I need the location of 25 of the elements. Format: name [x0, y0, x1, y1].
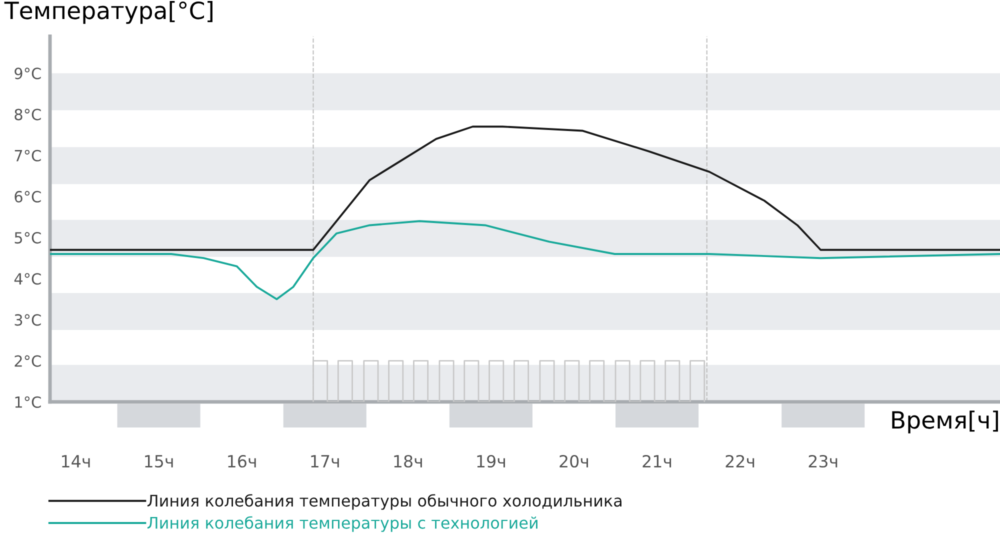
text: Линия колебания температуры с технологией — [147, 516, 538, 532]
x-axis-title: Время[ч] — [892, 410, 998, 434]
y-tick-label: 4°C — [14, 273, 41, 285]
y-tick-label: 8°C — [14, 108, 41, 120]
x-tick-label: 21ч — [642, 454, 672, 468]
x-tick-label: 23ч — [808, 454, 838, 468]
x-tick-label: 22ч — [726, 454, 754, 468]
x-tick-label: 14ч — [62, 455, 90, 468]
y-tick-label: 6°C — [14, 190, 41, 202]
y-tick-label: 7°C — [14, 150, 41, 162]
line-series — [50, 220, 1000, 300]
y-axis-title: Температура[°C] — [4, 1, 212, 24]
text: Линия колебания температуры обычного холодильника — [147, 494, 622, 510]
y-tick-label: 1°C — [15, 396, 41, 408]
x-tick-label: 15ч — [145, 455, 173, 468]
x-tick-label: 18ч — [394, 454, 422, 468]
x-tick-label: 19ч — [477, 454, 505, 468]
x-tick-label: 20ч — [560, 454, 588, 468]
x-tick-label: 16ч — [228, 454, 256, 468]
y-tick-label: 3°C — [14, 314, 41, 326]
x-tick-label: 17ч — [311, 455, 339, 468]
y-tick-label: 9°C — [14, 68, 41, 80]
y-tick-label: 2°C — [14, 355, 41, 367]
y-tick-label: 5°C — [14, 232, 41, 244]
line-series — [50, 126, 1000, 251]
